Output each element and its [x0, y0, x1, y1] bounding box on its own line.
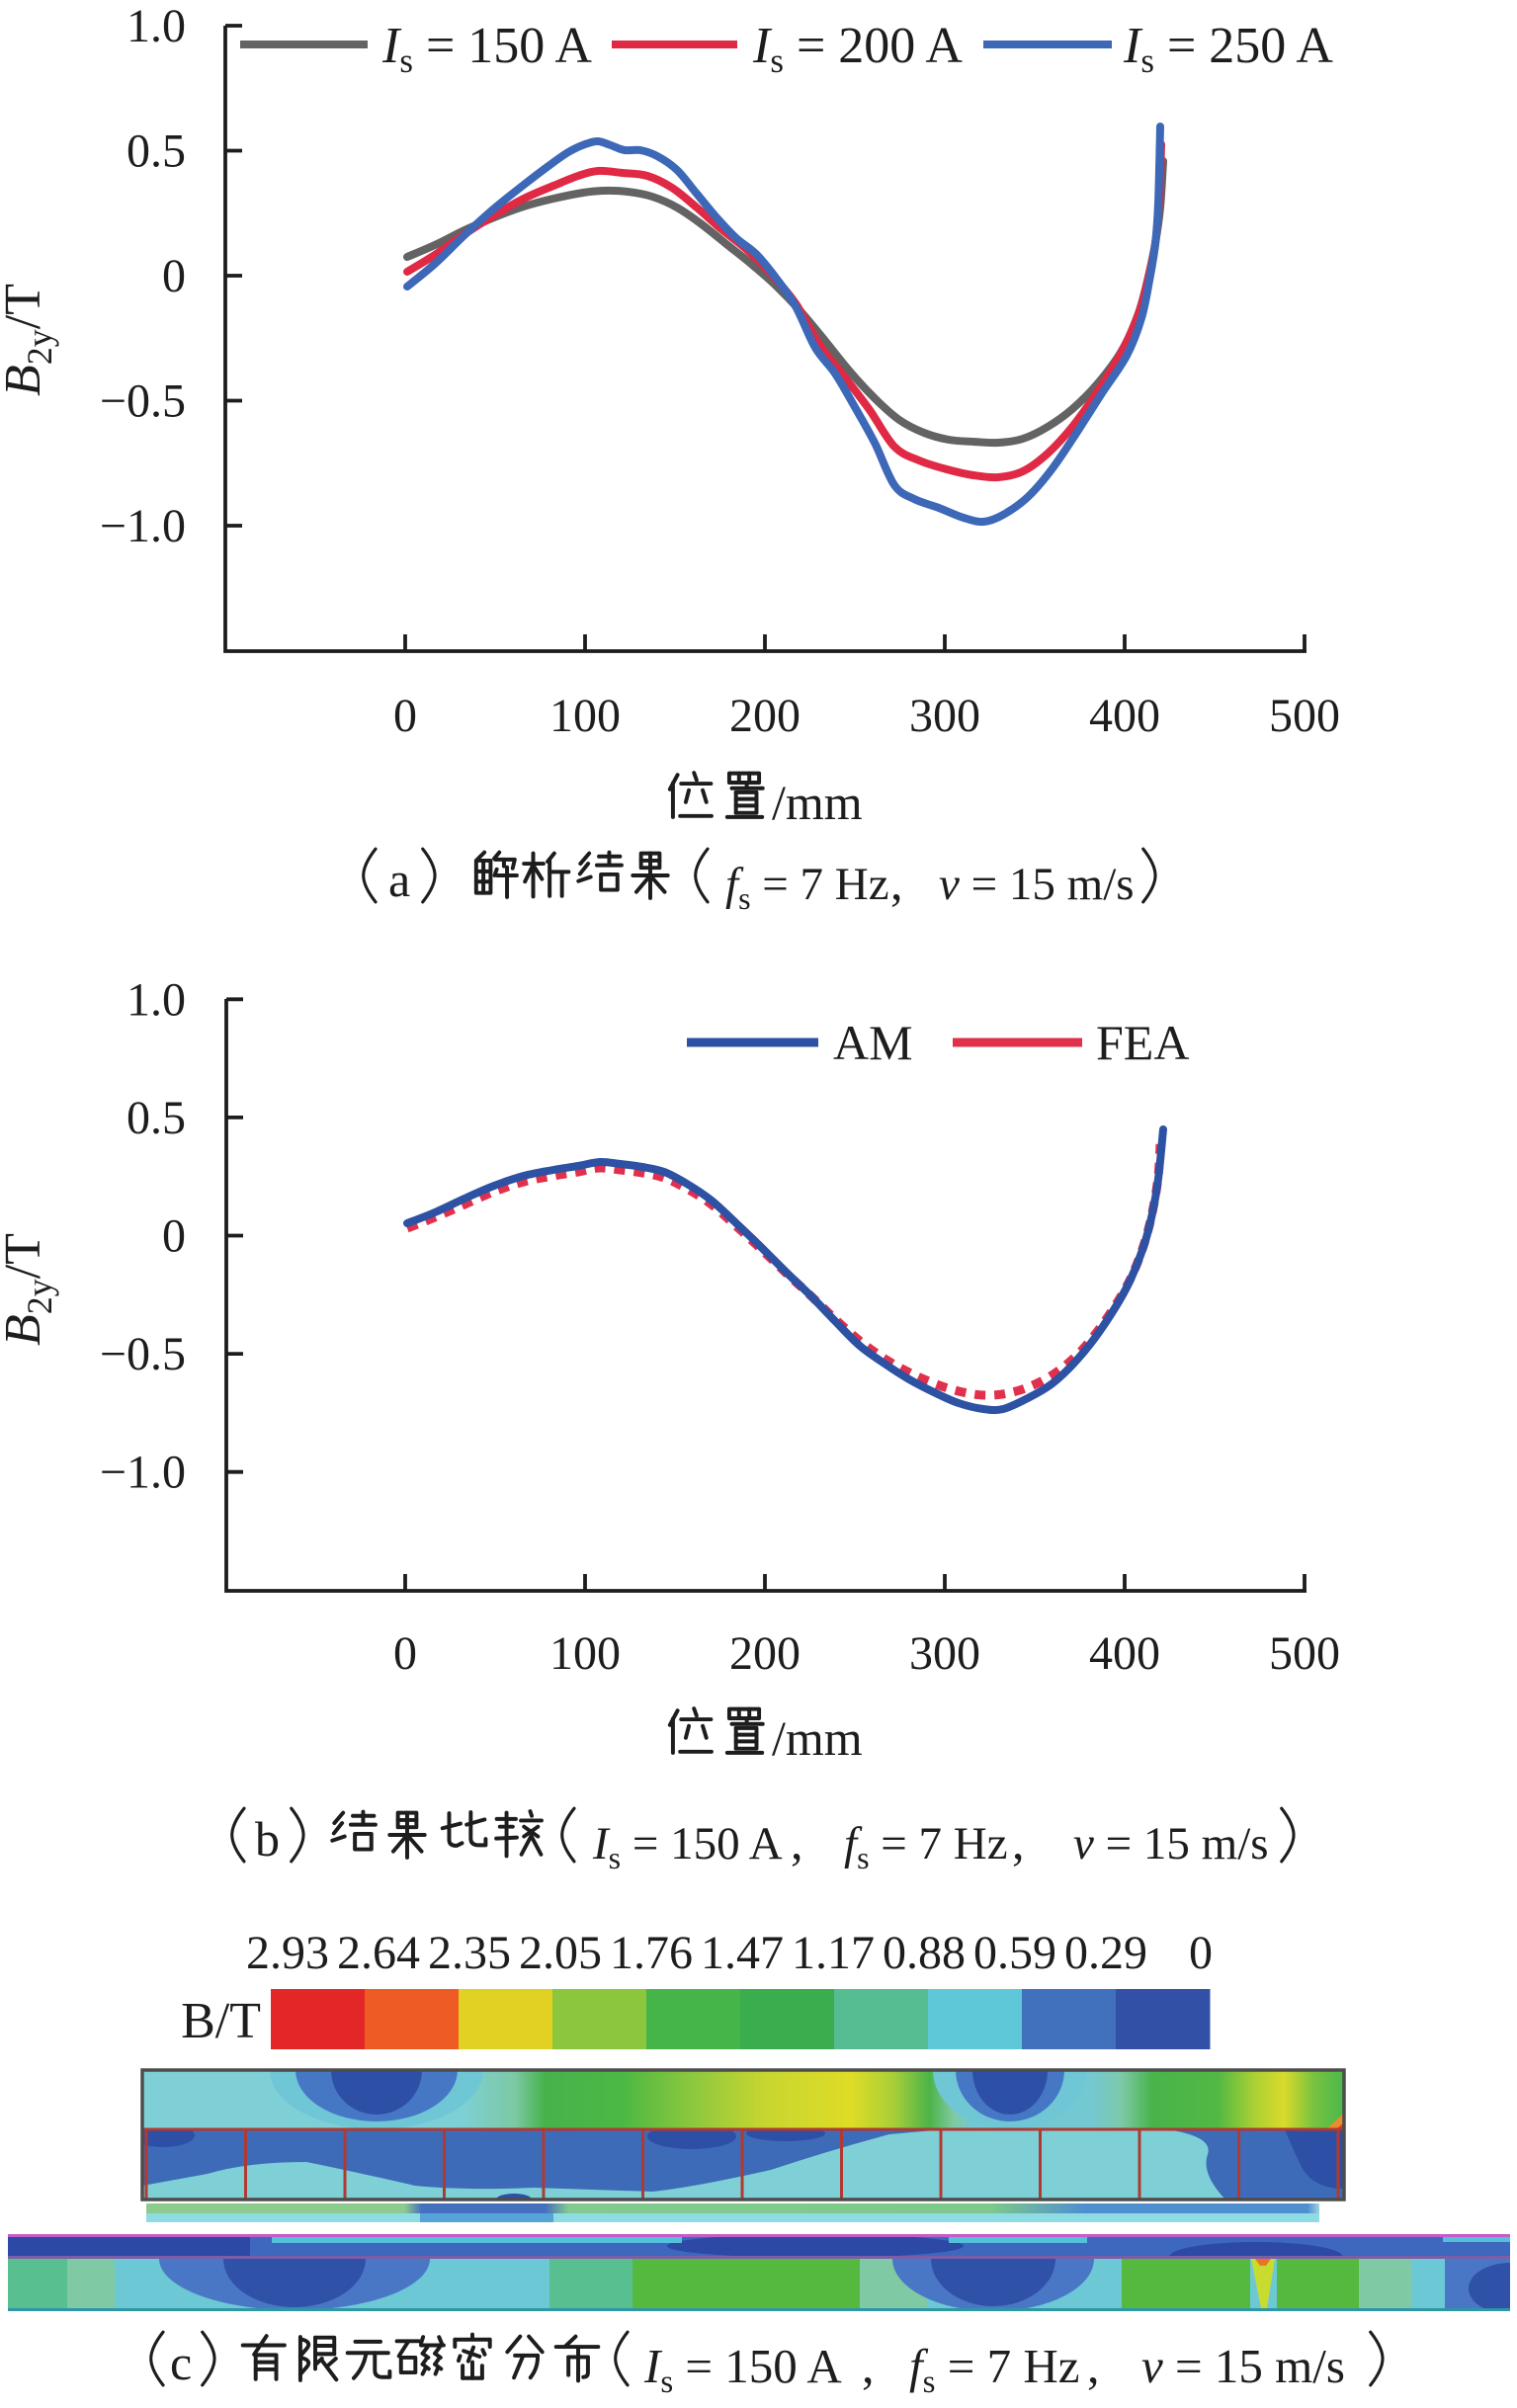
- svg-text:1.47: 1.47: [701, 1927, 784, 1979]
- svg-text:0: 0: [1189, 1927, 1213, 1979]
- svg-text:,: ,: [1087, 2338, 1100, 2393]
- svg-text:a: a: [388, 852, 410, 907]
- svg-text:2.35: 2.35: [428, 1927, 511, 1979]
- svg-text:500: 500: [1269, 1627, 1340, 1680]
- svg-text:Is = 150 A: Is = 150 A: [643, 2339, 842, 2400]
- svg-text:300: 300: [909, 690, 980, 742]
- svg-text:1.0: 1.0: [126, 0, 186, 52]
- svg-text:1.0: 1.0: [126, 973, 186, 1026]
- svg-text:200: 200: [729, 1627, 801, 1680]
- svg-text:2.93: 2.93: [246, 1927, 329, 1979]
- svg-text:1.17: 1.17: [792, 1927, 875, 1979]
- svg-text:AM: AM: [833, 1015, 913, 1070]
- svg-text:v = 15 m/s: v = 15 m/s: [1141, 2339, 1345, 2393]
- svg-text:200: 200: [729, 690, 801, 742]
- svg-text:500: 500: [1269, 690, 1340, 742]
- svg-text:B2y/T: B2y/T: [0, 284, 59, 396]
- svg-text:100: 100: [549, 1627, 621, 1680]
- svg-text:0: 0: [393, 1627, 417, 1680]
- svg-text:−0.5: −0.5: [100, 375, 186, 428]
- svg-text:B/T: B/T: [181, 1993, 261, 2049]
- svg-text:B2y/T: B2y/T: [0, 1233, 59, 1346]
- svg-text:v = 15 m/s: v = 15 m/s: [1073, 1818, 1269, 1869]
- svg-text:2.64: 2.64: [337, 1927, 420, 1979]
- svg-text:−1.0: −1.0: [100, 500, 186, 552]
- svg-text:fs = 7 Hz: fs = 7 Hz: [725, 859, 889, 916]
- svg-text:100: 100: [549, 690, 621, 742]
- svg-text:0.29: 0.29: [1064, 1927, 1147, 1979]
- svg-text:fs = 7 Hz: fs = 7 Hz: [844, 1818, 1008, 1875]
- svg-text:c: c: [170, 2335, 192, 2390]
- svg-text:fs = 7 Hz: fs = 7 Hz: [909, 2339, 1080, 2400]
- svg-text:,: ,: [890, 855, 903, 910]
- svg-text:−0.5: −0.5: [100, 1328, 186, 1380]
- svg-text:Is = 150 A: Is = 150 A: [592, 1818, 783, 1875]
- svg-text:Is = 200 A: Is = 200 A: [752, 18, 963, 80]
- svg-text:/mm: /mm: [772, 1710, 863, 1766]
- svg-text:−1.0: −1.0: [100, 1447, 186, 1499]
- svg-text:,: ,: [862, 2338, 875, 2393]
- svg-text:2.05: 2.05: [519, 1927, 602, 1979]
- svg-text:0.5: 0.5: [126, 125, 186, 178]
- svg-text:0: 0: [393, 690, 417, 742]
- svg-text:Is = 250 A: Is = 250 A: [1123, 18, 1333, 80]
- svg-text:b: b: [255, 1811, 280, 1867]
- svg-text:0.88: 0.88: [883, 1927, 966, 1979]
- svg-text:1.76: 1.76: [610, 1927, 693, 1979]
- svg-text:FEA: FEA: [1096, 1015, 1189, 1070]
- svg-text:,: ,: [1012, 1814, 1025, 1869]
- svg-text:0.5: 0.5: [126, 1092, 186, 1144]
- svg-text:0: 0: [162, 1210, 186, 1263]
- svg-text:/mm: /mm: [772, 775, 863, 830]
- svg-text:300: 300: [909, 1627, 980, 1680]
- svg-text:0.59: 0.59: [973, 1927, 1056, 1979]
- svg-text:v = 15 m/s: v = 15 m/s: [939, 859, 1135, 910]
- svg-text:,: ,: [791, 1814, 803, 1869]
- svg-text:400: 400: [1089, 1627, 1160, 1680]
- svg-text:Is = 150 A: Is = 150 A: [381, 18, 592, 80]
- svg-text:0: 0: [162, 250, 186, 302]
- svg-text:400: 400: [1089, 690, 1160, 742]
